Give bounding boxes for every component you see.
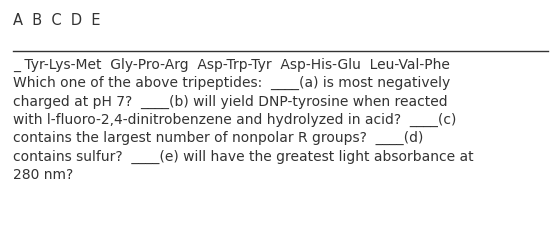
Text: _ Tyr-Lys-Met  Gly-Pro-Arg  Asp-Trp-Tyr  Asp-His-Glu  Leu-Val-Phe
Which one of t: _ Tyr-Lys-Met Gly-Pro-Arg Asp-Trp-Tyr As… [13,58,474,181]
Text: A  B  C  D  E: A B C D E [13,13,100,28]
